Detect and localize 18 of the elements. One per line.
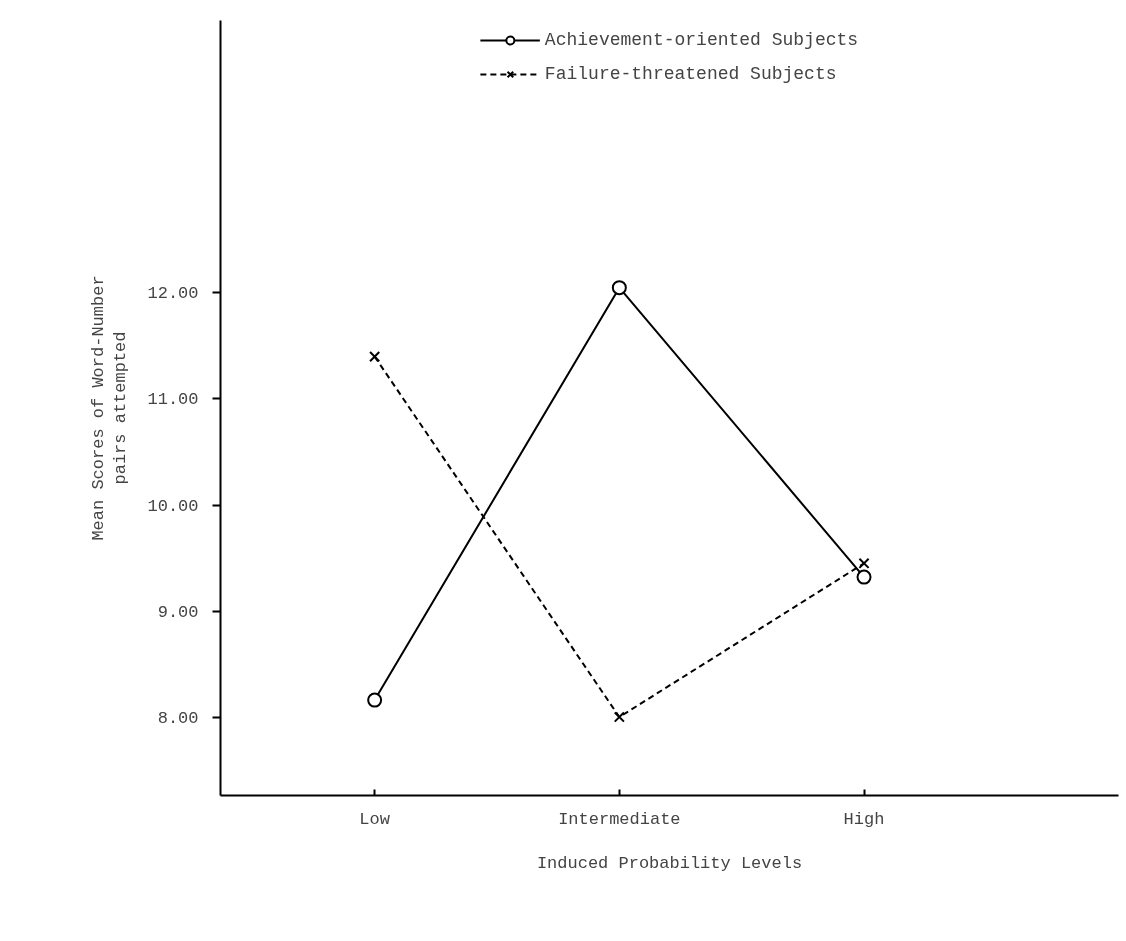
- legend-label: Failure-threatened Subjects: [544, 64, 837, 84]
- y-axis-title: Mean Scores of Word-Number pairs attempted: [88, 275, 131, 541]
- x-tick-label: High: [843, 809, 885, 829]
- y-tick-label: 8.00: [157, 708, 199, 728]
- point: [613, 711, 625, 723]
- x-axis-title: Induced Probability Levels: [536, 853, 803, 873]
- y-tick-label: 9.00: [157, 602, 199, 622]
- point: [611, 280, 627, 296]
- x-tick-label: Low: [359, 809, 391, 829]
- point: [856, 569, 872, 585]
- x-tick-label: Intermediate: [558, 809, 681, 829]
- point: [858, 557, 870, 569]
- legend-label: Achievement-oriented Subjects: [544, 30, 859, 50]
- y-tick-label: 10.00: [147, 496, 199, 516]
- y-tick-label: 12.00: [147, 284, 199, 304]
- point: [367, 692, 383, 708]
- y-tick-label: 11.00: [147, 390, 199, 410]
- point: [369, 350, 381, 363]
